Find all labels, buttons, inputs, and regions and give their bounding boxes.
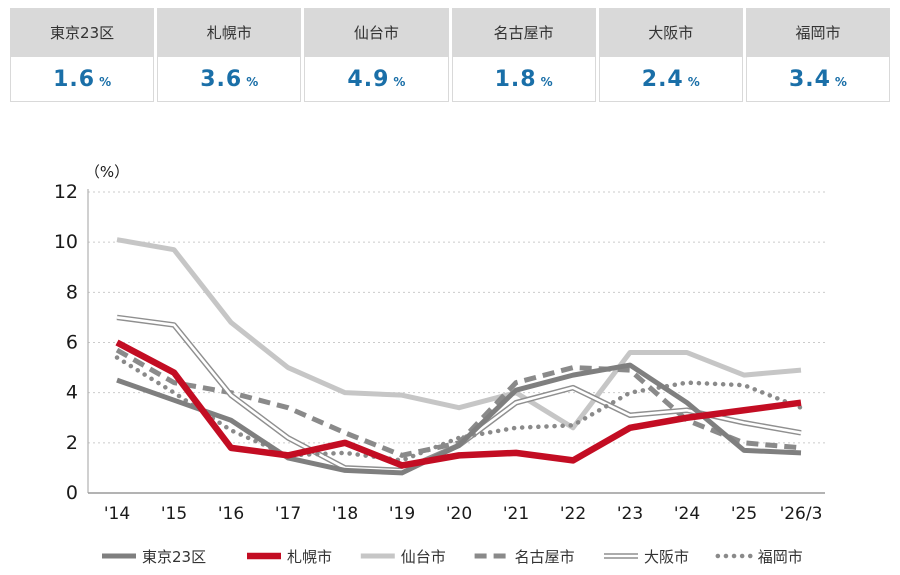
summary-card-value: 3.6 %: [157, 57, 302, 102]
x-tick-label: '23: [617, 504, 643, 524]
summary-card-sendai: 仙台市 4.9 %: [304, 8, 449, 102]
x-tick-label: '18: [332, 504, 358, 524]
summary-card-header: 福岡市: [745, 8, 891, 57]
y-tick-label: 2: [66, 432, 78, 454]
legend-label-fukuoka: 福岡市: [758, 548, 803, 566]
summary-card-value: 4.9 %: [304, 57, 449, 102]
summary-card-value: 1.6 %: [10, 57, 155, 102]
x-tick-label: '16: [218, 504, 244, 524]
x-tick-label: '19: [389, 504, 415, 524]
x-tick-label: '24: [674, 504, 700, 524]
x-tick-label: '17: [275, 504, 301, 524]
legend-item-osaka: 大阪市: [604, 548, 689, 566]
x-tick-label: '21: [503, 504, 529, 524]
summary-card-nagoya: 名古屋市 1.8 %: [451, 8, 596, 102]
summary-card-osaka: 大阪市 2.4 %: [598, 8, 743, 102]
x-tick-label: '26/3: [780, 504, 823, 524]
series-line-fukuoka: [114, 355, 804, 463]
summary-value-number: 1.6: [53, 66, 96, 92]
x-tick-label: '14: [104, 504, 130, 524]
summary-card-value: 3.4 %: [745, 57, 891, 102]
y-axis-unit-label: （%）: [85, 163, 129, 181]
summary-card-value: 2.4 %: [598, 57, 743, 102]
x-tick-label: '22: [560, 504, 586, 524]
series-line-sapporo: [115, 339, 802, 469]
legend-label-osaka: 大阪市: [644, 548, 689, 566]
summary-value-number: 1.8: [494, 66, 537, 92]
legend-label-sapporo: 札幌市: [287, 548, 332, 566]
summary-card-fukuoka: 福岡市 3.4 %: [745, 8, 891, 102]
percent-unit: %: [246, 75, 259, 89]
summary-value-number: 3.4: [788, 66, 831, 92]
x-tick-label: '20: [446, 504, 472, 524]
summary-card-sapporo: 札幌市 3.6 %: [157, 8, 302, 102]
summary-card-header: 札幌市: [157, 8, 302, 57]
summary-card-header: 仙台市: [304, 8, 449, 57]
legend-item-nagoya: 名古屋市: [474, 548, 575, 566]
summary-value-number: 3.6: [200, 66, 243, 92]
y-tick-label: 12: [54, 181, 78, 203]
legend-label-nagoya: 名古屋市: [515, 548, 575, 566]
y-tick-label: 10: [54, 231, 78, 253]
percent-unit: %: [687, 75, 700, 89]
percent-unit: %: [540, 75, 553, 89]
summary-card-tokyo23ku: 東京23区 1.6 %: [10, 8, 155, 102]
percent-unit: %: [99, 75, 112, 89]
legend-label-sendai: 仙台市: [401, 548, 446, 566]
series-line-tokyo23ku: [116, 362, 802, 476]
summary-card-header: 東京23区: [10, 8, 155, 57]
summary-table: 東京23区 1.6 % 札幌市 3.6 % 仙台市 4.9 % 名古屋市 1.8: [10, 8, 891, 102]
legend-label-tokyo23ku: 東京23区: [142, 548, 206, 566]
legend-item-tokyo23ku: 東京23区: [102, 548, 206, 566]
y-tick-label: 6: [66, 332, 78, 354]
percent-unit: %: [834, 75, 847, 89]
y-tick-label: 0: [66, 482, 78, 504]
x-tick-label: '15: [161, 504, 187, 524]
x-tick-label: '25: [731, 504, 757, 524]
summary-value-number: 2.4: [641, 66, 684, 92]
series-line-sendai: [116, 237, 802, 431]
summary-value-number: 4.9: [347, 66, 390, 92]
legend-item-fukuoka: 福岡市: [715, 548, 803, 566]
legend-item-sapporo: 札幌市: [247, 548, 332, 566]
y-tick-label: 8: [66, 281, 78, 303]
percent-unit: %: [393, 75, 406, 89]
summary-card-header: 名古屋市: [451, 8, 596, 57]
legend-item-sendai: 仙台市: [360, 548, 446, 566]
y-tick-label: 4: [66, 382, 78, 404]
summary-card-value: 1.8 %: [451, 57, 596, 102]
summary-card-header: 大阪市: [598, 8, 743, 57]
